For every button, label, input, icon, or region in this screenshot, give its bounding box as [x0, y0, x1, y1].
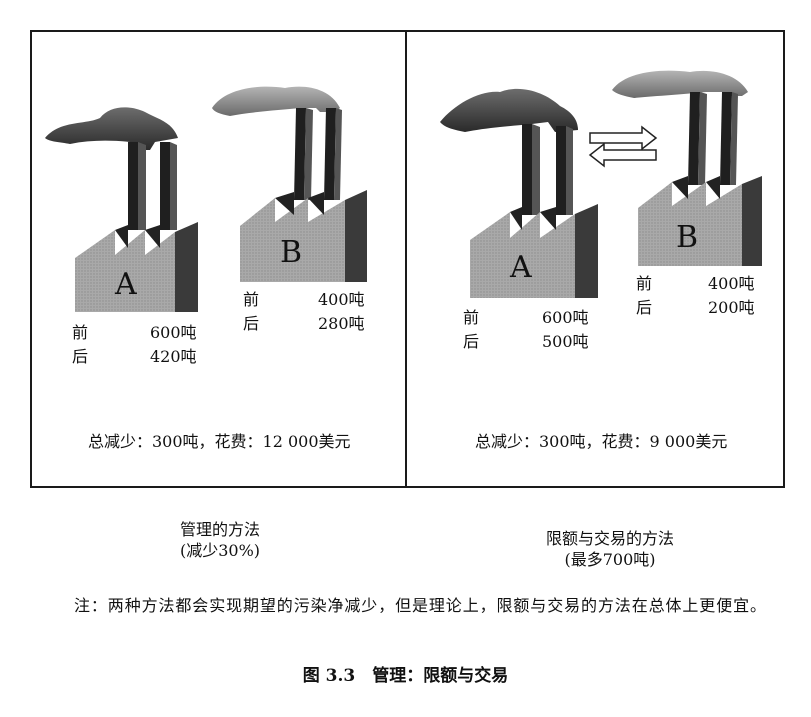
figure-frame [30, 30, 785, 488]
right-b-after-value: 200吨 [708, 298, 755, 317]
left-total: 总减少：300吨，花费：12 000美元 [88, 432, 351, 451]
right-total: 总减少：300吨，花费：9 000美元 [475, 432, 728, 451]
smoke-cloud-icon [45, 107, 178, 150]
right-caption: 限额与交易的方法 (最多700吨) [500, 528, 720, 570]
double-arrow-icon [588, 125, 658, 168]
right-caption-line1: 限额与交易的方法 [545, 529, 674, 548]
panel-divider [405, 30, 407, 488]
figure-title: 图 3.3 管理：限额与交易 [302, 666, 509, 686]
factory-a-right-icon [440, 88, 598, 298]
right-caption-line2: (最多700吨) [564, 550, 656, 569]
left-caption-line2: (减少30%) [179, 541, 261, 560]
left-caption-line1: 管理的方法 [179, 520, 260, 539]
left-a-after-label: 后 [72, 347, 89, 366]
left-b-before-value: 400吨 [318, 290, 365, 309]
left-a-after-value: 420吨 [150, 347, 197, 366]
right-b-after-label: 后 [636, 298, 653, 317]
factory-b-right-letter: B [676, 220, 699, 255]
factory-b-left-icon [212, 86, 367, 282]
left-a-before-value: 600吨 [150, 323, 197, 342]
left-b-before-label: 前 [243, 290, 260, 309]
factory-b-right-icon [612, 70, 762, 266]
left-b-after-value: 280吨 [318, 314, 365, 333]
right-a-after-value: 500吨 [542, 332, 589, 351]
smoke-cloud-icon [612, 70, 748, 98]
right-a-after-label: 后 [463, 332, 480, 351]
right-b-before-value: 400吨 [708, 274, 755, 293]
right-a-before-label: 前 [463, 308, 480, 327]
factory-b-left-letter: B [280, 235, 303, 270]
smoke-cloud-icon [212, 86, 340, 116]
smoke-cloud-icon [440, 88, 578, 132]
factory-a-left-letter: A [115, 267, 137, 302]
right-a-before-value: 600吨 [542, 308, 589, 327]
factory-a-right-letter: A [510, 250, 532, 285]
factory-a-left-icon [45, 107, 198, 312]
left-a-before-label: 前 [72, 323, 89, 342]
note-text: 注：两种方法都会实现期望的污染净减少，但是理论上，限额与交易的方法在总体上更便宜… [74, 596, 767, 615]
left-caption: 管理的方法 (减少30%) [130, 519, 310, 561]
right-b-before-label: 前 [636, 274, 653, 293]
left-b-after-label: 后 [243, 314, 260, 333]
